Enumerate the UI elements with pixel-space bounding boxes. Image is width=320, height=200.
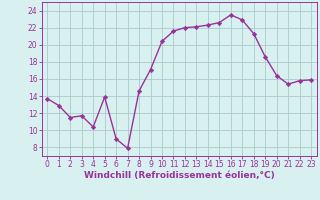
X-axis label: Windchill (Refroidissement éolien,°C): Windchill (Refroidissement éolien,°C) [84, 171, 275, 180]
